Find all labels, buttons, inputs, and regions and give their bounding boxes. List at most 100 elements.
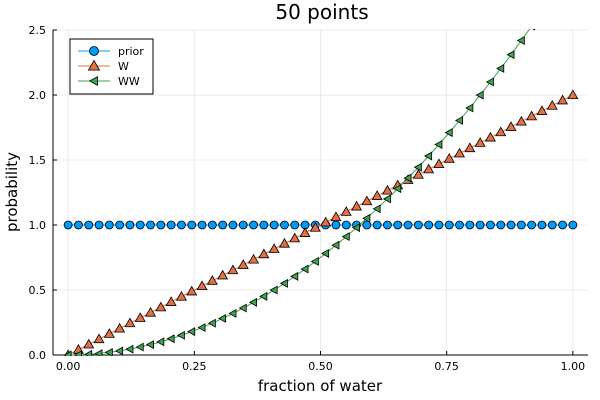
data-point-ww [331,240,340,250]
data-point-w [474,137,486,147]
series-ww [63,29,536,356]
y-axis-label: probability [3,152,21,232]
y-tick-label: 2.0 [29,89,47,102]
legend-label-prior: prior [118,45,144,58]
data-point-ww [259,291,268,301]
data-point-ww [228,308,237,318]
data-point-prior [486,220,495,230]
data-point-ww [197,323,206,333]
x-tick-label: 0.00 [56,360,81,373]
data-point-w [134,312,146,322]
data-point-ww [454,115,463,125]
data-point-w [83,338,95,349]
data-point-prior [166,220,176,230]
data-point-prior [331,220,341,230]
data-point-w [495,126,507,137]
data-point-w [536,105,548,115]
data-point-w [237,259,249,269]
data-point-ww [290,271,299,281]
data-point-w [93,333,105,344]
data-point-prior [527,220,537,230]
x-tick-label: 0.25 [182,360,207,373]
data-point-w [433,158,445,169]
data-point-ww [63,350,72,356]
legend-label-w: W [118,60,129,73]
data-point-w [206,275,218,285]
data-point-prior [568,220,578,230]
data-point-ww [496,64,505,73]
data-point-ww [465,103,474,113]
data-point-w [217,269,229,280]
data-point-ww [516,36,525,45]
data-point-w [371,190,383,200]
data-point-ww [424,151,433,161]
data-point-w [175,290,187,301]
ticks: 0.00 0.25 0.50 0.75 1.00 0.0 0.5 1.0 1.5 2.0 2.5 [29,24,586,373]
data-point-prior [372,220,382,230]
data-point-w [186,285,198,296]
legend-label-ww: WW [118,75,140,88]
data-point-prior [218,220,228,230]
data-point-prior [424,220,434,230]
data-point-prior [444,220,454,230]
data-point-ww [115,346,124,356]
data-point-ww [156,337,165,347]
data-point-w [515,115,527,126]
data-point-w [289,232,301,243]
data-point-ww [382,194,391,204]
data-point-prior [516,220,526,230]
data-point-prior [290,220,300,230]
data-point-ww [94,349,103,356]
data-point-prior [74,220,83,230]
data-point-prior [146,220,155,230]
data-point-prior [558,220,567,230]
data-point-prior [434,220,444,230]
data-point-prior [496,220,506,230]
data-point-ww [475,90,484,100]
data-point-ww [248,297,257,307]
x-tick-label: 0.50 [308,360,333,373]
data-point-w [268,243,280,253]
data-point-ww [444,128,453,138]
data-point-w [567,89,579,100]
data-point-w [278,237,290,248]
data-point-prior [177,220,186,230]
data-point-ww [372,204,381,214]
data-point-w [165,296,177,306]
legend-marker-ww [88,76,98,86]
data-point-w [196,280,208,291]
data-point-w [299,227,311,237]
data-point-prior [156,220,166,230]
data-point-prior [63,220,73,230]
data-point-w [340,206,352,216]
data-point-w [464,142,476,153]
data-point-ww [176,330,185,340]
data-point-ww [218,313,227,323]
data-point-w [114,322,126,333]
y-tick-label: 0.5 [29,284,47,297]
data-point-ww [145,340,154,350]
data-point-prior [393,220,403,230]
data-point-prior [465,220,475,230]
y-tick-label: 0.0 [29,349,47,362]
data-point-prior [238,220,248,230]
data-point-prior [537,220,547,230]
data-point-w [124,317,136,328]
data-point-ww [362,213,371,223]
data-point-ww [104,347,113,356]
data-point-prior [269,220,279,230]
data-point-w [330,211,342,222]
data-point-w [423,163,435,174]
data-point-w [320,216,332,227]
data-point-prior [228,220,238,230]
data-point-ww [351,223,360,233]
data-point-ww [125,344,134,354]
data-point-prior [362,220,372,230]
data-point-ww [84,349,93,356]
data-point-w [557,94,569,105]
data-point-w [258,248,270,259]
series-layer [63,29,579,356]
data-point-prior [125,220,135,230]
data-point-ww [310,256,319,266]
